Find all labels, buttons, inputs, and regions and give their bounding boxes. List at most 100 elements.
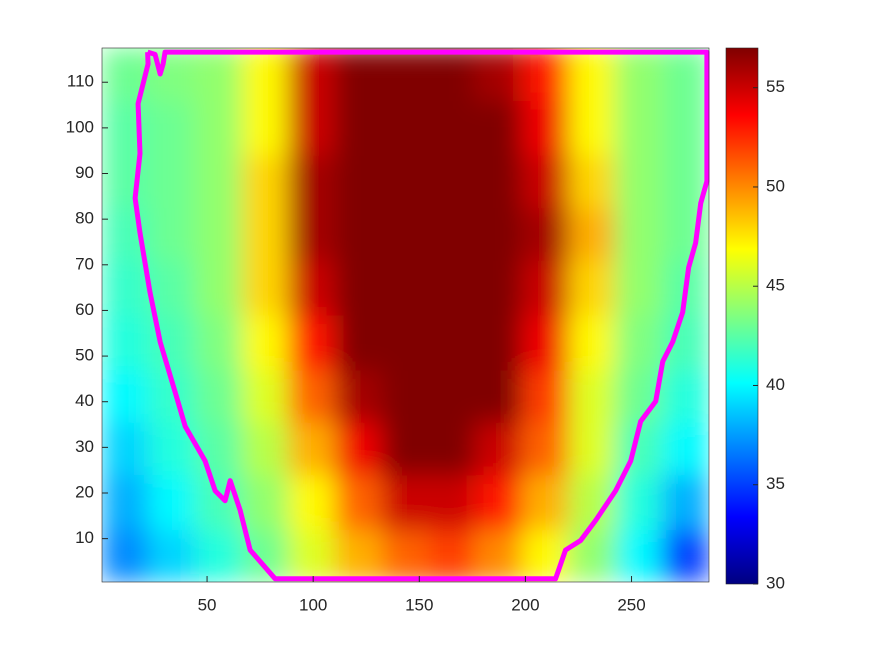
heat-cell [661, 314, 709, 371]
heat-cell [568, 207, 617, 261]
heatmap [102, 48, 709, 582]
y-tick-label: 70 [75, 254, 94, 273]
heat-cell [661, 369, 709, 423]
y-tick-label: 30 [75, 437, 94, 456]
heat-cell [241, 99, 290, 156]
heat-cell [241, 154, 290, 209]
heat-cell [615, 154, 663, 209]
heat-cell [102, 259, 150, 316]
x-tick-label: 250 [617, 595, 645, 614]
colorbar [725, 47, 759, 585]
heat-cell [241, 259, 290, 316]
heat-cell [194, 474, 243, 531]
heat-cell [288, 48, 336, 101]
plot-frame [101, 47, 710, 583]
heat-cell [475, 529, 523, 582]
heat-cell [381, 421, 430, 476]
colorbar-tick-label: 30 [766, 573, 785, 592]
heat-cell [568, 529, 617, 582]
heat-cell [102, 314, 150, 371]
heat-cell [521, 259, 570, 316]
heat-cell [661, 48, 709, 101]
heat-cell [615, 314, 663, 371]
heat-cell [194, 207, 243, 261]
heat-cell [615, 259, 663, 316]
heat-cell [428, 314, 477, 371]
heat-cell [194, 48, 243, 101]
heat-cell [381, 474, 430, 531]
heat-cell [521, 99, 570, 156]
heat-cell [334, 207, 383, 261]
heat-cell [334, 529, 383, 582]
y-tick-label: 10 [75, 528, 94, 547]
heat-cell [615, 48, 663, 101]
heat-cell [334, 314, 383, 371]
heat-cell [475, 207, 523, 261]
heat-cell [194, 154, 243, 209]
heat-cell [615, 474, 663, 531]
heat-cell [288, 369, 336, 423]
y-tick-label: 110 [67, 72, 94, 91]
heat-cell [334, 369, 383, 423]
heat-cell [334, 474, 383, 531]
heat-cell [615, 99, 663, 156]
heat-cell [428, 207, 477, 261]
heat-cell [428, 474, 477, 531]
heat-cell [288, 474, 336, 531]
heat-cell [661, 207, 709, 261]
heat-cell [288, 154, 336, 209]
heat-cell [381, 207, 430, 261]
colorbar-tick-label: 55 [766, 77, 785, 96]
heat-cell [475, 474, 523, 531]
heat-cell [661, 474, 709, 531]
heat-cell [475, 421, 523, 476]
heat-cell [428, 154, 477, 209]
heat-cell [428, 421, 477, 476]
heat-cell [475, 369, 523, 423]
heat-cell [381, 369, 430, 423]
heat-cell [521, 314, 570, 371]
heat-cell [568, 421, 617, 476]
heat-cell [288, 259, 336, 316]
heat-cell [521, 369, 570, 423]
heat-cell [381, 99, 430, 156]
heat-cell [148, 529, 196, 582]
heat-cell [615, 207, 663, 261]
heat-cell [148, 259, 196, 316]
heat-cell [102, 474, 150, 531]
heat-cell [334, 259, 383, 316]
heat-cell [288, 529, 336, 582]
contour-line [132, 49, 710, 582]
heat-cell [194, 314, 243, 371]
heat-cell [241, 369, 290, 423]
heat-cell [428, 99, 477, 156]
heat-cell [568, 48, 617, 101]
heat-cell [381, 154, 430, 209]
heat-cell [288, 207, 336, 261]
heat-cell [428, 529, 477, 582]
x-tick-label: 50 [198, 595, 217, 614]
colorbar-tick-label: 35 [766, 474, 785, 493]
y-tick-label: 40 [75, 391, 94, 410]
x-tick-label: 150 [405, 595, 433, 614]
heat-cell [334, 99, 383, 156]
heat-cell [194, 369, 243, 423]
heat-cell [381, 48, 430, 101]
heat-cell [428, 369, 477, 423]
y-tick-label: 90 [75, 163, 94, 182]
heat-cell [568, 314, 617, 371]
y-tick-label: 100 [66, 117, 94, 136]
heat-cell [241, 421, 290, 476]
heat-cell [428, 259, 477, 316]
colorbar-tick-label: 40 [766, 375, 785, 394]
x-tick-label: 200 [511, 595, 539, 614]
heat-cell [521, 48, 570, 101]
y-tick-label: 50 [75, 346, 94, 365]
heat-cell [148, 154, 196, 209]
heat-cell [381, 259, 430, 316]
colorbar-tick-label: 50 [766, 176, 785, 195]
heat-cell [475, 48, 523, 101]
heat-cell [102, 529, 150, 582]
heat-cell [288, 421, 336, 476]
heat-cell [568, 369, 617, 423]
